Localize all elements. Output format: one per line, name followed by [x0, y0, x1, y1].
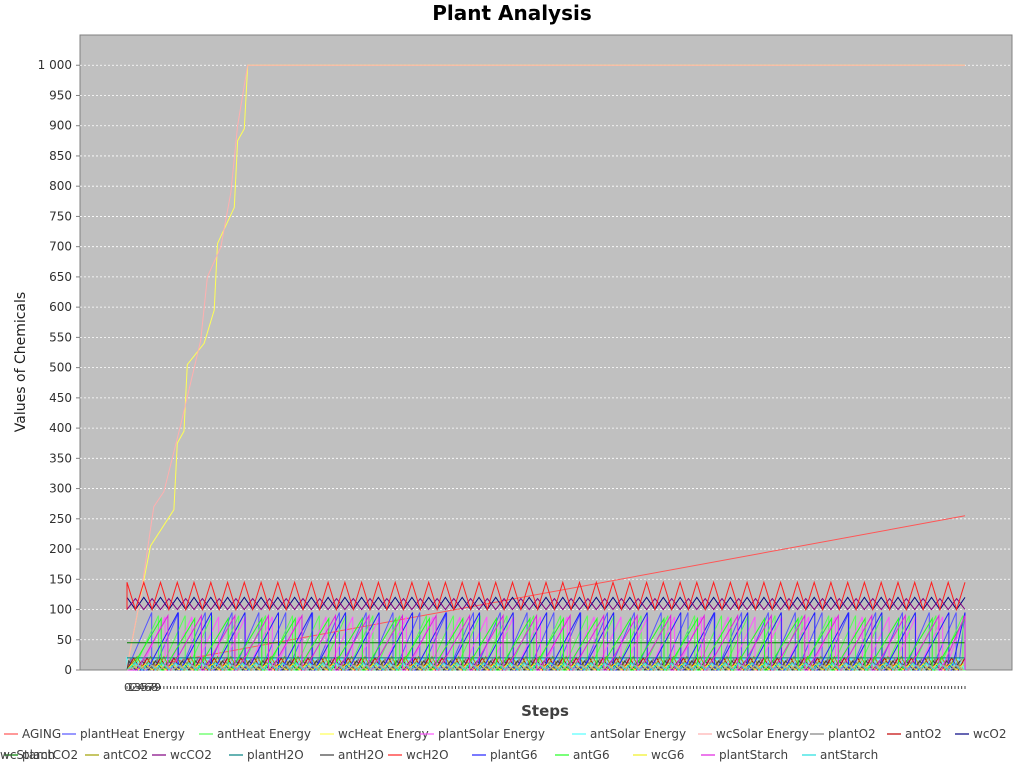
y-tick-label: 800: [49, 179, 72, 193]
y-tick-label: 450: [49, 391, 72, 405]
legend-item-wcsolar-energy: wcSolar Energy: [698, 727, 809, 741]
legend-label: antO2: [905, 727, 942, 741]
legend-label: wcStarch: [0, 748, 55, 762]
y-tick-label: 1 000: [38, 58, 72, 72]
legend-label: wcCO2: [170, 748, 212, 762]
legend-label: antHeat Energy: [217, 727, 311, 741]
y-tick-label: 100: [49, 603, 72, 617]
series-line-wch2o: [126, 580, 966, 612]
legend-label: wcSolar Energy: [716, 727, 809, 741]
x-tick-label: 4: [137, 681, 144, 694]
x-tick-label: 9: [154, 681, 161, 694]
legend-item-wcco2: wcCO2: [152, 748, 212, 762]
y-tick-label: 50: [57, 633, 72, 647]
legend-item-plantsolar-energy: plantSolar Energy: [420, 727, 545, 741]
legend-label: wcG6: [651, 748, 684, 762]
x-tick-label: 0: [124, 681, 131, 694]
y-tick-label: 950: [49, 88, 72, 102]
y-tick-label: 850: [49, 149, 72, 163]
y-tick-label: 400: [49, 421, 72, 435]
legend-item-aging: AGING: [4, 727, 61, 741]
y-tick-label: 350: [49, 451, 72, 465]
legend-label: plantHeat Energy: [80, 727, 185, 741]
legend-label: antH2O: [338, 748, 384, 762]
legend-label: wcHeat Energy: [338, 727, 429, 741]
series-line-plantstarch: [127, 613, 966, 671]
legend-label: AGING: [22, 727, 61, 741]
legend-item-wcg6: wcG6: [633, 748, 684, 762]
series-line-wcheat-energy: [126, 64, 965, 668]
series-line-wcco2: [126, 597, 966, 611]
y-axis-ticks: 0 50 100 150 200 250 300 350 400 450 500 550 600 650 7…: [38, 58, 80, 677]
x-tick-label: 7: [147, 681, 154, 694]
legend-item-antg6: antG6: [555, 748, 610, 762]
legend-item-antstarch: antStarch: [802, 748, 878, 762]
legend-label: plantO2: [828, 727, 876, 741]
legend-item-anto2: antO2: [887, 727, 942, 741]
y-tick-label: 150: [49, 572, 72, 586]
series-line-antstarch: [126, 661, 961, 671]
legend-item-antheat-energy: antHeat Energy: [199, 727, 311, 741]
legend-item-anth2o: antH2O: [320, 748, 384, 762]
legend-label: wcO2: [973, 727, 1007, 741]
legend-item-plantco2: plantCO2: [4, 748, 78, 762]
legend-item-plantg6: plantG6: [472, 748, 538, 762]
legend: AGING plantHeat Energy antHeat Energy wcHea…: [0, 727, 1007, 762]
y-tick-label: 600: [49, 300, 72, 314]
legend-label: plantStarch: [719, 748, 788, 762]
legend-item-wcstarch: wcStarch: [0, 748, 55, 762]
y-tick-label: 500: [49, 361, 72, 375]
legend-item-plantstarch: plantStarch: [701, 748, 788, 762]
legend-item-planth2o: plantH2O: [229, 748, 304, 762]
y-tick-label: 0: [64, 663, 72, 677]
x-tick-label: 6: [144, 681, 151, 694]
x-tick-label: 1: [127, 681, 134, 694]
series-lines: [126, 64, 966, 672]
legend-item-wcheat-energy: wcHeat Energy: [320, 727, 429, 741]
legend-label: plantSolar Energy: [438, 727, 545, 741]
legend-label: antG6: [573, 748, 610, 762]
y-tick-label: 700: [49, 240, 72, 254]
legend-label: wcH2O: [406, 748, 449, 762]
legend-label: plantH2O: [247, 748, 304, 762]
y-tick-label: 650: [49, 270, 72, 284]
y-tick-label: 550: [49, 330, 72, 344]
legend-label: plantCO2: [22, 748, 78, 762]
legend-label: antSolar Energy: [590, 727, 686, 741]
series-line-wcstarch: [126, 664, 964, 671]
legend-label: plantG6: [490, 748, 538, 762]
legend-item-wco2: wcO2: [955, 727, 1007, 741]
x-tick-label: 3: [134, 681, 141, 694]
chart-title: Plant Analysis: [432, 1, 592, 25]
x-axis-title: Steps: [521, 702, 569, 720]
legend-item-wch2o: wcH2O: [388, 748, 449, 762]
legend-label: antCO2: [103, 748, 148, 762]
y-tick-label: 250: [49, 512, 72, 526]
y-tick-label: 750: [49, 209, 72, 223]
legend-label: antStarch: [820, 748, 878, 762]
y-tick-label: 300: [49, 482, 72, 496]
series-line-wcsolar-energy: [126, 64, 965, 668]
x-tick-label: 5: [141, 681, 148, 694]
legend-item-antco2: antCO2: [85, 748, 148, 762]
y-tick-label: 900: [49, 119, 72, 133]
legend-item-antsolar-energy: antSolar Energy: [572, 727, 686, 741]
legend-item-planto2: plantO2: [810, 727, 876, 741]
x-tick-label: 8: [151, 681, 158, 694]
series-line-aging: [126, 515, 966, 671]
plot-area: [79, 34, 1013, 671]
y-tick-label: 200: [49, 542, 72, 556]
legend-item-plantheat-energy: plantHeat Energy: [62, 727, 185, 741]
x-tick-label: 2: [131, 681, 138, 694]
y-axis-title: Values of Chemicals: [13, 292, 29, 432]
